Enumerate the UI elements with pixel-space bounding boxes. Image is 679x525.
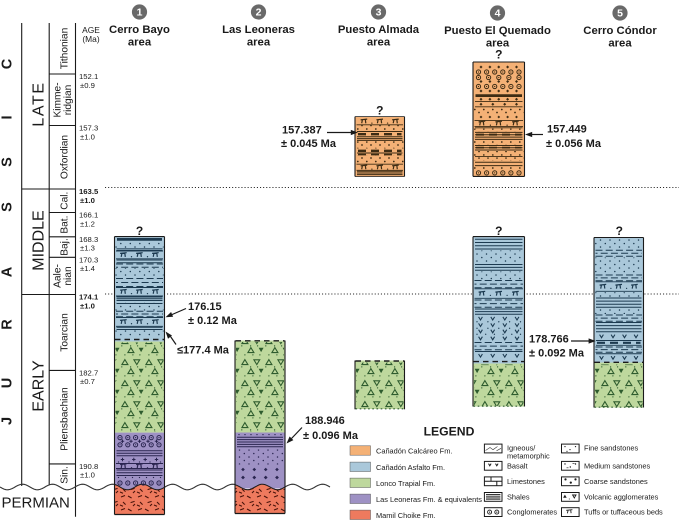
svg-text:±1.0: ±1.0 xyxy=(80,301,95,310)
svg-text:4: 4 xyxy=(495,8,501,20)
svg-text:±1.2: ±1.2 xyxy=(80,219,95,228)
svg-text:±1.3: ±1.3 xyxy=(80,244,95,253)
svg-text:Medium sandstones: Medium sandstones xyxy=(584,461,650,470)
svg-text:± 0.12 Ma: ± 0.12 Ma xyxy=(188,315,238,327)
svg-text:Sin.: Sin. xyxy=(60,466,71,484)
svg-text:Cañadón Asfalto Fm.: Cañadón Asfalto Fm. xyxy=(376,463,445,472)
svg-text:Tithonian: Tithonian xyxy=(60,28,71,70)
svg-text:metamorphic: metamorphic xyxy=(507,452,550,461)
svg-text:5: 5 xyxy=(617,8,623,20)
svg-text:Las Leoneras: Las Leoneras xyxy=(222,24,295,36)
svg-text:± 0.045 Ma: ± 0.045 Ma xyxy=(281,138,337,150)
svg-text:Baj.: Baj. xyxy=(60,238,71,256)
svg-text:±1.4: ±1.4 xyxy=(80,264,96,273)
svg-text:EARLY: EARLY xyxy=(31,360,48,412)
svg-text:area: area xyxy=(367,37,391,49)
svg-text:Tuffs or tuffaceous beds: Tuffs or tuffaceous beds xyxy=(584,508,663,517)
svg-text:163.5: 163.5 xyxy=(79,187,99,196)
svg-text:Conglomerates: Conglomerates xyxy=(507,508,557,517)
svg-text:ridgian: ridgian xyxy=(63,85,74,116)
svg-text:174.1: 174.1 xyxy=(79,293,99,302)
svg-text:1: 1 xyxy=(137,7,143,19)
svg-text:±1.0: ±1.0 xyxy=(80,196,95,205)
svg-text:R: R xyxy=(0,319,16,330)
svg-text:±1.0: ±1.0 xyxy=(80,132,95,141)
svg-text:Cañadón Calcáreo Fm.: Cañadón Calcáreo Fm. xyxy=(376,447,452,456)
svg-text:A: A xyxy=(0,266,16,277)
svg-text:I: I xyxy=(0,115,16,119)
svg-text:area: area xyxy=(486,38,510,50)
svg-text:Cerro Bayo: Cerro Bayo xyxy=(109,24,170,36)
svg-text:(Ma): (Ma) xyxy=(82,34,99,44)
svg-text:157.3: 157.3 xyxy=(79,124,98,133)
svg-text:157.387: 157.387 xyxy=(282,125,322,137)
svg-text:157.449: 157.449 xyxy=(547,124,587,136)
svg-text:Toarcian: Toarcian xyxy=(60,313,71,352)
svg-text:3: 3 xyxy=(376,7,382,19)
svg-text:188.946: 188.946 xyxy=(305,415,345,427)
svg-text:AGE: AGE xyxy=(82,25,100,35)
svg-text:Mamil Choike Fm.: Mamil Choike Fm. xyxy=(376,511,436,520)
svg-text:Puesto El Quemado: Puesto El Quemado xyxy=(444,25,551,37)
svg-text:178.766: 178.766 xyxy=(529,334,569,346)
svg-text:?: ? xyxy=(495,48,502,62)
svg-text:≤177.4 Ma: ≤177.4 Ma xyxy=(177,345,230,357)
svg-text:±0.9: ±0.9 xyxy=(80,81,95,90)
svg-text:Basalt: Basalt xyxy=(507,461,528,470)
svg-text:LEGEND: LEGEND xyxy=(424,425,475,439)
svg-text:190.8: 190.8 xyxy=(79,462,98,471)
svg-text:Puesto Almada: Puesto Almada xyxy=(338,24,420,36)
svg-text:C: C xyxy=(0,58,16,69)
svg-text:± 0.056 Ma: ± 0.056 Ma xyxy=(546,138,602,150)
svg-text:Bat.: Bat. xyxy=(60,216,71,234)
svg-text:Lonco Trapial Fm.: Lonco Trapial Fm. xyxy=(376,479,435,488)
svg-text:176.15: 176.15 xyxy=(188,301,222,313)
svg-text:area: area xyxy=(247,37,271,49)
svg-text:S: S xyxy=(0,202,16,212)
svg-text:?: ? xyxy=(495,224,502,238)
svg-text:170.3: 170.3 xyxy=(79,255,98,264)
svg-text:Kimme-: Kimme- xyxy=(53,82,64,117)
svg-text:LATE: LATE xyxy=(31,81,48,126)
svg-text:152.1: 152.1 xyxy=(79,72,98,81)
svg-text:Pliensbachian: Pliensbachian xyxy=(60,387,71,450)
svg-text:MIDDLE: MIDDLE xyxy=(31,210,48,270)
svg-text:±0.7: ±0.7 xyxy=(80,377,95,386)
svg-text:166.1: 166.1 xyxy=(79,211,98,220)
svg-text:area: area xyxy=(608,38,632,50)
svg-text:Oxfordian: Oxfordian xyxy=(60,135,71,179)
svg-text:Shales: Shales xyxy=(507,492,530,501)
svg-text:Las Leoneras Fm. & equivalents: Las Leoneras Fm. & equivalents xyxy=(376,495,482,504)
svg-text:Cerro Cóndor: Cerro Cóndor xyxy=(583,25,657,37)
svg-text:PERMIAN: PERMIAN xyxy=(2,495,70,512)
svg-text:2: 2 xyxy=(256,7,262,19)
svg-text:± 0.096 Ma: ± 0.096 Ma xyxy=(303,430,359,442)
svg-text:?: ? xyxy=(616,224,623,238)
svg-text:Igneous/: Igneous/ xyxy=(507,444,536,453)
svg-text:168.3: 168.3 xyxy=(79,235,98,244)
svg-text:± 0.092 Ma: ± 0.092 Ma xyxy=(529,348,585,360)
svg-text:nian: nian xyxy=(63,266,74,285)
svg-text:Volcanic agglomerates: Volcanic agglomerates xyxy=(584,492,659,501)
svg-text:?: ? xyxy=(376,104,383,118)
svg-text:J: J xyxy=(0,417,16,425)
svg-text:Limestones: Limestones xyxy=(507,477,545,486)
svg-text:Cal.: Cal. xyxy=(60,192,71,210)
svg-text:182.7: 182.7 xyxy=(79,368,98,377)
svg-text:±1.0: ±1.0 xyxy=(80,471,95,480)
svg-text:Fine sandstones: Fine sandstones xyxy=(584,444,639,453)
svg-text:Aale-: Aale- xyxy=(53,264,64,288)
svg-text:area: area xyxy=(128,37,152,49)
svg-text:U: U xyxy=(0,378,16,388)
svg-text:S: S xyxy=(0,157,16,167)
svg-text:?: ? xyxy=(136,224,143,238)
svg-text:Coarse sandstones: Coarse sandstones xyxy=(584,477,648,486)
